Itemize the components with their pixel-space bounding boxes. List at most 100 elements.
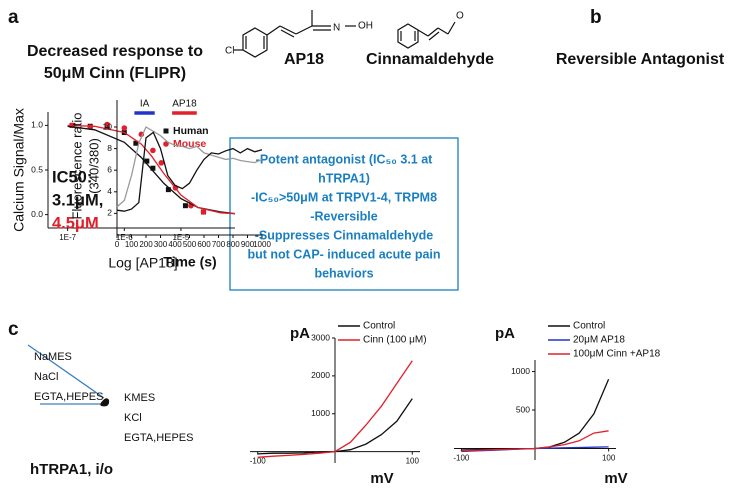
annotation-label: IA [140,99,150,110]
y-tick-label: 10 [103,121,113,131]
legend-label: Cinn (100 μM) [363,335,427,346]
panel-label: b [590,7,602,28]
x-tick-label: 0 [115,240,120,249]
series-line [461,430,609,452]
solution-label: NaCl [34,371,58,383]
panel-label: a [8,7,19,28]
y-axis-label: pA [495,325,515,342]
annotation: 4.5μM [52,214,99,232]
solution-label: EGTA,HEPES [124,432,193,444]
marker [165,187,171,193]
x-tick-label: 500 [183,240,197,249]
summary-line: hTRPA1) [318,171,370,185]
y-axis-label: pA [290,325,310,342]
marker [158,160,165,166]
legend-label: 20μM AP18 [573,335,625,346]
x-axis-label: Log [AP18] [108,255,177,271]
y-tick-label: 0.0 [31,209,43,219]
x-tick-label: 600 [197,240,211,249]
marker [182,203,188,209]
diagram-label: hTRPA1, i/o [30,461,113,478]
solution-label: KMES [124,392,155,404]
compound-name: AP18 [284,51,324,68]
solution-label: EGTA,HEPES [34,391,103,403]
summary-box [229,137,459,291]
series-line [116,131,263,212]
y-tick-label: 1000 [511,366,530,376]
cell [100,398,110,407]
y-tick-label: 500 [516,404,530,414]
x-tick-label: 700 [212,240,226,249]
marker [150,165,156,171]
x-tick-label: 1000 [253,240,271,249]
panel-label: c [8,319,19,340]
series-line [116,126,263,208]
x-tick-label: -100 [250,457,267,466]
x-tick-label: 100 [125,240,139,249]
y-tick-label: 1000 [311,408,330,418]
marker [104,121,111,128]
y-tick-label: 1.0 [31,120,43,130]
x-tick-label: 100 [602,454,616,463]
marker [150,147,156,154]
atom-label: O [456,11,464,22]
series-line [257,360,413,458]
summary-line: -Potent antagonist (IC₅₀ 3.1 at [256,152,433,166]
chart-title: Decreased response to [27,43,203,60]
x-tick-label: 1E-5 [172,233,189,242]
legend-label: Human [173,125,209,137]
marker [121,125,128,131]
series-line [67,124,236,215]
legend-label: 100μM Cinn +AP18 [573,349,661,360]
chart-title: 50μM Cinn (FLIPR) [44,65,186,82]
summary-line: -IC₅₀>50μM at TRPV1-4, TRPM8 [251,190,437,204]
annotation: IC50: [52,168,92,186]
x-axis-label: Time (s) [163,254,216,270]
summary-line: -Reversible [310,209,377,223]
x-tick-label: 900 [241,240,255,249]
summary-line: -Suppresses Cinnamaldehyde [255,228,434,242]
x-tick-label: -100 [453,454,470,463]
x-axis-label: mV [370,470,393,487]
atom-label: OH [358,21,373,32]
marker [200,209,207,215]
x-tick-label: 300 [154,240,168,249]
pipette [27,344,105,405]
legend-label: Control [363,321,395,332]
x-tick-label: 1E-7 [59,233,76,242]
ap18-structure [234,10,356,58]
x-tick-label: 400 [168,240,182,249]
summary-line: behaviors [314,266,373,280]
cinnamaldehyde-structure [397,21,456,49]
chart-title: Reversible Antagonist [556,51,725,68]
y-tick-label: 4 [107,186,112,196]
annotation: 3.1μM, [52,191,103,209]
atom-label: Cl [225,46,234,57]
y-axis-label: Calcium Signal/Max [11,108,27,232]
x-tick-label: 800 [226,240,240,249]
y-tick-label: 6 [107,164,112,174]
x-tick-label: 1E-6 [116,233,133,242]
marker [133,140,139,146]
compound-name: Cinnamaldehyde [366,51,494,68]
summary-line: but not CAP- induced acute pain [247,247,440,261]
y-tick-label: 0.5 [31,164,43,174]
y-tick-label: 2 [107,208,112,218]
y-tick-label: 2000 [311,370,330,380]
atom-label: N [333,23,340,34]
legend-swatch [163,128,169,134]
y-tick-label: 3000 [311,332,330,342]
annotation-label: AP18 [172,99,197,110]
marker [144,158,150,164]
y-axis-label: (340/380) [86,138,101,194]
solution-label: KCl [124,412,142,424]
chart: 500 1000 -100 100 mV pA Control 20μM AP18 100μM … [453,321,660,487]
x-tick-label: 100 [406,457,420,466]
solution-label: NaMES [34,351,72,363]
chart: 1000 2000 3000 -100 100 mV pA Control Cinn (100 … [250,321,427,487]
x-tick-label: 200 [139,240,153,249]
x-axis-label: mV [604,470,627,487]
y-tick-label: 8 [107,143,112,153]
